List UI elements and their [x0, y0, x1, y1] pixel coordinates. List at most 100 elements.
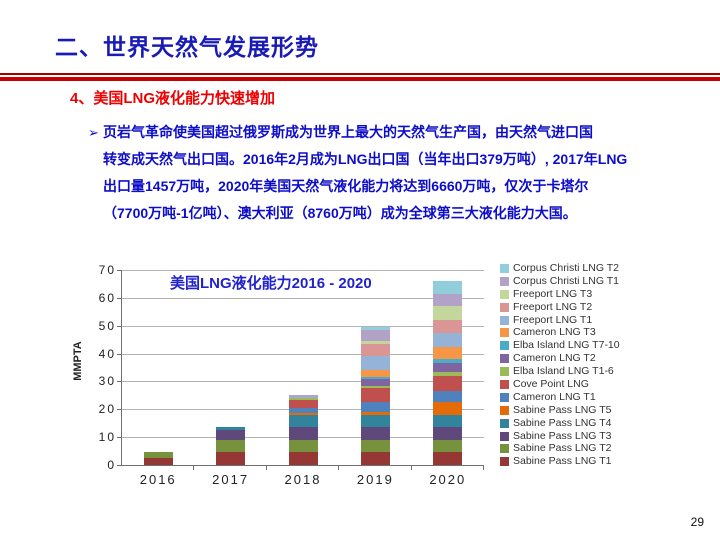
- y-axis-tick: [117, 297, 122, 299]
- bar-segment: [433, 293, 463, 307]
- legend-item: Sabine Pass LNG T5: [500, 404, 620, 417]
- legend-item: Cove Point LNG: [500, 378, 620, 391]
- y-axis-tick: [117, 353, 122, 355]
- bar-segment: [143, 452, 173, 459]
- y-axis-tick-label: 70: [98, 263, 116, 277]
- x-axis-tick: [193, 465, 195, 470]
- bar-segment: [433, 371, 463, 376]
- divider-gap: [0, 75, 720, 77]
- bar-segment: [433, 332, 463, 347]
- legend-item: Cameron LNG T1: [500, 391, 620, 404]
- legend-color-swatch: [500, 379, 509, 389]
- divider-thin-line: [0, 73, 720, 75]
- title-divider: [0, 73, 720, 81]
- bar-segment: [433, 346, 463, 360]
- bar-segment: [360, 439, 390, 453]
- legend-color-swatch: [500, 302, 509, 312]
- bar-segment: [216, 430, 246, 440]
- legend-label: Elba Island LNG T1-6: [513, 365, 614, 378]
- body-paragraph: ➢ 页岩气革命使美国超过俄罗斯成为世界上最大的天然气生产国，由天然气进口国 转变成…: [88, 119, 703, 227]
- legend-label: Sabine Pass LNG T2: [513, 442, 612, 455]
- y-axis-tick: [117, 381, 122, 383]
- legend-item: Sabine Pass LNG T4: [500, 417, 620, 430]
- bar-segment: [360, 414, 390, 428]
- legend-color-swatch: [500, 418, 509, 428]
- y-axis-tick-label: 20: [98, 402, 116, 417]
- legend-item: Freeport LNG T3: [500, 288, 620, 301]
- bar-segment: [433, 452, 463, 465]
- legend-item: Freeport LNG T1: [500, 314, 620, 327]
- legend-color-swatch: [500, 315, 509, 325]
- legend-color-swatch: [500, 405, 509, 415]
- y-axis-tick: [117, 409, 122, 411]
- legend-color-swatch: [500, 289, 509, 299]
- x-axis-tick: [265, 465, 267, 470]
- x-axis-tick: [483, 465, 484, 470]
- y-axis-tick-label: 50: [98, 318, 116, 333]
- bullet-arrow-icon: ➢: [88, 125, 99, 140]
- legend-item: Freeport LNG T2: [500, 301, 620, 314]
- bar-segment: [360, 356, 390, 371]
- y-axis-tick: [117, 465, 122, 466]
- legend-item: Corpus Christi LNG T1: [500, 275, 620, 288]
- bar-segment: [216, 427, 246, 431]
- x-axis-tick-label: 2019: [356, 472, 394, 487]
- bar-segment: [360, 370, 390, 378]
- x-axis-tick-label: 2018: [284, 472, 322, 487]
- legend-label: Sabine Pass LNG T1: [513, 455, 612, 468]
- gridline: [122, 325, 484, 327]
- bar-segment: [288, 407, 318, 414]
- y-axis-tick-label: 10: [98, 430, 116, 445]
- bar-segment: [216, 439, 246, 453]
- bar-segment: [360, 427, 390, 440]
- legend-color-swatch: [500, 457, 509, 467]
- bar-segment: [360, 452, 390, 465]
- legend-label: Freeport LNG T2: [513, 300, 593, 313]
- legend-label: Cameron LNG T2: [513, 352, 596, 365]
- gridline: [122, 297, 484, 299]
- body-line: （7700万吨-1亿吨）、澳大利亚（8760万吨）成为全球第三大液化能力大国。: [103, 205, 577, 221]
- bar-segment: [433, 414, 463, 428]
- x-axis-tick-label: 2020: [429, 472, 467, 487]
- plot-area: 0 10 20 30 40 50 60 70 2016 2017 2018 2019 2020: [99, 263, 484, 487]
- chart-legend: Corpus Christi LNG T2 Corpus Christi LNG …: [500, 262, 620, 468]
- x-axis-tick: [410, 465, 412, 470]
- legend-color-swatch: [500, 367, 509, 377]
- bar-segment: [360, 385, 390, 388]
- bar-segment: [288, 439, 318, 453]
- legend-color-swatch: [500, 354, 509, 364]
- bar-segment: [433, 306, 463, 321]
- bar-segment: [288, 452, 318, 465]
- body-line: 出口量1457万吨，2020年美国天然气液化能力将达到6660万吨，仅次于卡塔尔: [103, 178, 589, 194]
- legend-color-swatch: [500, 392, 509, 402]
- bar-segment: [288, 399, 318, 408]
- y-axis-tick: [117, 437, 122, 439]
- bar-segment: [433, 439, 463, 453]
- bar-segment: [433, 427, 463, 440]
- body-line: 转变成天然气出口国。2016年2月成为LNG出口国（当年出口379万吨）, 20…: [103, 151, 628, 167]
- legend-label: Sabine Pass LNG T4: [513, 416, 612, 429]
- gridline: [122, 270, 484, 271]
- legend-item: Corpus Christi LNG T2: [500, 262, 620, 275]
- legend-color-swatch: [500, 276, 509, 286]
- bar-segment: [360, 402, 390, 413]
- bar-segment: [288, 395, 318, 397]
- bar-segment: [433, 320, 463, 333]
- y-axis-tick: [117, 270, 122, 271]
- legend-color-swatch: [500, 444, 509, 454]
- legend-item: Elba Island LNG T1-6: [500, 365, 620, 378]
- bar-segment: [216, 452, 246, 465]
- x-axis-tick: [338, 465, 340, 470]
- y-axis-tick-label: 30: [98, 374, 116, 389]
- y-axis-tick-label: 60: [98, 290, 116, 305]
- page-title: 二、世界天然气发展形势: [55, 34, 319, 60]
- legend-color-swatch: [500, 263, 509, 273]
- legend-item: Sabine Pass LNG T3: [500, 430, 620, 443]
- legend-label: Freeport LNG T1: [513, 313, 593, 326]
- legend-item: Sabine Pass LNG T2: [500, 442, 620, 455]
- bar-segment: [288, 398, 318, 400]
- y-axis-tick-label: 40: [98, 346, 116, 361]
- legend-color-swatch: [500, 328, 509, 338]
- legend-label: Cameron LNG T1: [513, 390, 596, 403]
- bar-segment: [360, 327, 390, 330]
